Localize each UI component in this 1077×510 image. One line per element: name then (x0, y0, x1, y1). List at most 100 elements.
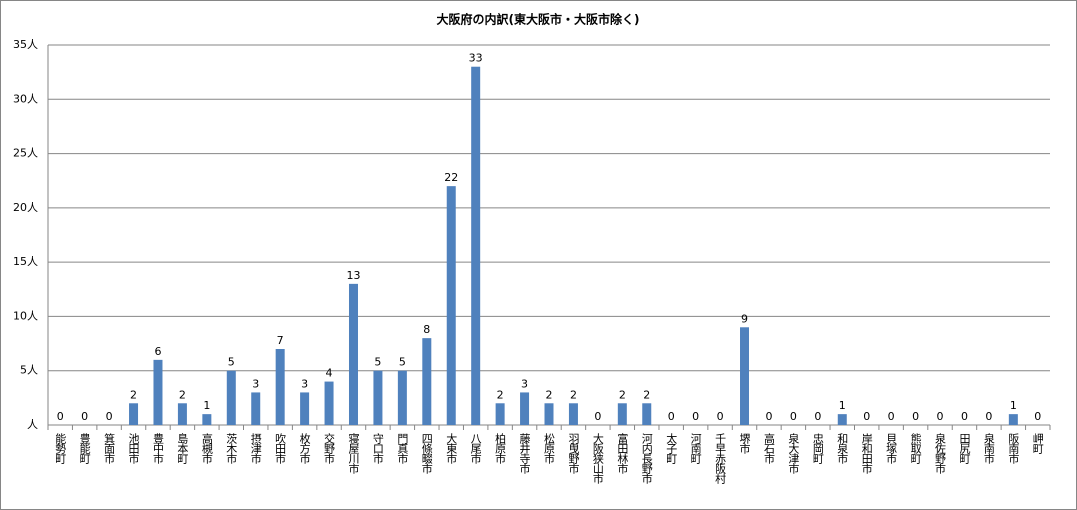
value-label: 0 (692, 410, 699, 423)
value-label: 33 (469, 52, 483, 65)
y-tick-label: 人 (27, 418, 38, 431)
x-tick-label: 藤井寺市 (518, 433, 531, 475)
value-label: 22 (444, 171, 458, 184)
x-tick-label: 太子町 (665, 433, 678, 464)
y-tick-label: 20人 (13, 201, 38, 214)
value-label: 1 (839, 399, 846, 412)
value-label: 2 (619, 388, 626, 401)
x-tick-label: 大阪狭山市 (591, 432, 604, 485)
x-tick-label: 泉佐野市 (934, 432, 947, 475)
x-tick-label: 大東市 (445, 432, 458, 465)
bar (617, 403, 627, 425)
value-label: 8 (423, 323, 430, 336)
value-label: 0 (985, 410, 992, 423)
x-tick-label: 豊中市 (151, 433, 164, 465)
bar (300, 392, 310, 425)
x-tick-label: 千早赤阪村 (714, 433, 727, 484)
x-tick-label: 貝塚市 (885, 433, 898, 465)
x-tick-label: 岬町 (1031, 433, 1044, 454)
bar (177, 403, 187, 425)
x-tick-label: 忠岡町 (811, 433, 824, 464)
x-tick-label: 高槻市 (200, 432, 213, 465)
bar (373, 370, 383, 425)
x-tick-label: 枚方市 (298, 432, 311, 465)
value-label: 2 (546, 388, 553, 401)
y-tick-label: 25人 (13, 147, 38, 160)
bar (495, 403, 505, 425)
value-label: 9 (741, 312, 748, 325)
value-label: 0 (1034, 410, 1041, 423)
x-tick-label: 吹田市 (274, 433, 287, 465)
bar (1008, 414, 1018, 425)
x-tick-label: 交野市 (323, 432, 336, 465)
bar (446, 186, 456, 425)
value-label: 13 (346, 269, 360, 282)
value-label: 5 (399, 356, 406, 369)
x-tick-label: 豊能町 (78, 433, 91, 464)
x-tick-label: 岸和田市 (860, 433, 873, 475)
x-tick-label: 和泉市 (836, 433, 849, 465)
x-tick-label: 八尾市 (469, 433, 482, 465)
x-tick-label: 富田林市 (616, 432, 629, 475)
y-tick-label: 30人 (13, 92, 38, 105)
x-tick-label: 阪南市 (1007, 432, 1020, 465)
value-label: 6 (154, 345, 161, 358)
value-label: 0 (106, 410, 113, 423)
bar (275, 349, 285, 425)
value-label: 2 (570, 388, 577, 401)
bar (348, 283, 358, 425)
x-tick-label: 堺市 (738, 433, 751, 455)
value-label: 1 (1010, 399, 1017, 412)
bar (251, 392, 261, 425)
x-tick-label: 摂津市 (249, 432, 262, 465)
bar (153, 359, 163, 425)
value-label: 0 (668, 410, 675, 423)
x-tick-label: 寝屋川市 (347, 432, 360, 475)
value-label: 1 (203, 399, 210, 412)
x-tick-label: 田尻町 (958, 433, 971, 464)
x-tick-label: 四條畷市 (420, 433, 433, 475)
value-label: 0 (912, 410, 919, 423)
x-tick-label: 箕面市 (103, 432, 116, 465)
bar (544, 403, 554, 425)
x-tick-label: 羽曳野市 (567, 433, 580, 475)
value-label: 5 (374, 356, 381, 369)
value-label: 2 (643, 388, 650, 401)
bar (202, 414, 212, 425)
y-tick-label: 35人 (13, 38, 38, 51)
x-tick-label: 松原市 (543, 432, 556, 465)
y-tick-label: 5人 (20, 364, 38, 377)
x-tick-label: 熊取町 (909, 432, 922, 464)
value-label: 0 (594, 410, 601, 423)
value-label: 0 (961, 410, 968, 423)
x-tick-label: 茨木市 (225, 432, 238, 465)
value-label: 2 (179, 388, 186, 401)
bar (397, 370, 407, 425)
y-tick-label: 10人 (13, 309, 38, 322)
value-label: 0 (57, 410, 64, 423)
value-label: 0 (888, 410, 895, 423)
value-label: 0 (81, 410, 88, 423)
value-label: 0 (863, 410, 870, 423)
bar (740, 327, 750, 425)
value-label: 3 (252, 377, 259, 390)
x-tick-label: 能勢町 (54, 432, 67, 464)
x-tick-label: 泉大津市 (787, 432, 800, 475)
x-tick-label: 河内長野市 (640, 433, 653, 485)
bar (837, 414, 847, 425)
x-tick-label: 高石市 (762, 432, 775, 465)
x-tick-label: 守口市 (371, 432, 384, 465)
value-label: 3 (521, 377, 528, 390)
bar (568, 403, 578, 425)
value-label: 2 (497, 388, 504, 401)
bar (324, 381, 334, 425)
value-label: 0 (790, 410, 797, 423)
value-label: 0 (937, 410, 944, 423)
value-label: 0 (765, 410, 772, 423)
x-tick-label: 門真市 (396, 433, 409, 465)
x-tick-label: 島本町 (176, 432, 189, 464)
value-label: 0 (814, 410, 821, 423)
bar (226, 370, 236, 425)
bar (471, 66, 481, 425)
value-label: 2 (130, 388, 137, 401)
